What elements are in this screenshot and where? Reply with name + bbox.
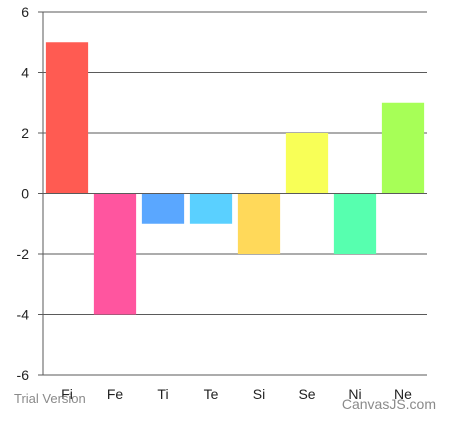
x-tick-label: Ne — [394, 386, 412, 402]
y-tick-labels: -6 -4 -2 0 2 4 6 — [17, 4, 30, 383]
canvasjs-brand-link[interactable]: CanvasJS.com — [341, 396, 436, 412]
bar-se[interactable] — [285, 133, 329, 194]
y-tick-label: 4 — [21, 65, 29, 81]
y-tick-label: -2 — [17, 246, 30, 262]
y-tick-label: 6 — [21, 4, 29, 20]
bar-ne[interactable] — [381, 102, 425, 194]
y-tick-label: 0 — [21, 186, 29, 202]
bar-ni[interactable] — [333, 193, 377, 255]
bar-si[interactable] — [237, 193, 281, 255]
y-tick-label: 2 — [21, 125, 29, 141]
x-tick-label: Ti — [157, 386, 168, 402]
bar-fe[interactable] — [93, 193, 137, 315]
axes — [38, 11, 427, 376]
bar-ti[interactable] — [141, 193, 185, 224]
trial-version-watermark: Trial Version — [14, 391, 86, 406]
x-tick-label: Si — [253, 386, 265, 402]
x-tick-labels: Fi Fe Ti Te Si Se Ni Ne — [61, 386, 412, 402]
x-tick-label: Fi — [61, 386, 73, 402]
x-tick-label: Fe — [107, 386, 124, 402]
bar-te[interactable] — [189, 193, 233, 224]
y-tick-label: -4 — [17, 307, 30, 323]
y-tick-label: -6 — [17, 367, 30, 383]
bar-fi[interactable] — [45, 42, 89, 194]
x-tick-label: Se — [298, 386, 315, 402]
x-tick-label: Te — [204, 386, 219, 402]
x-tick-label: Ni — [348, 386, 361, 402]
bars — [45, 42, 425, 315]
